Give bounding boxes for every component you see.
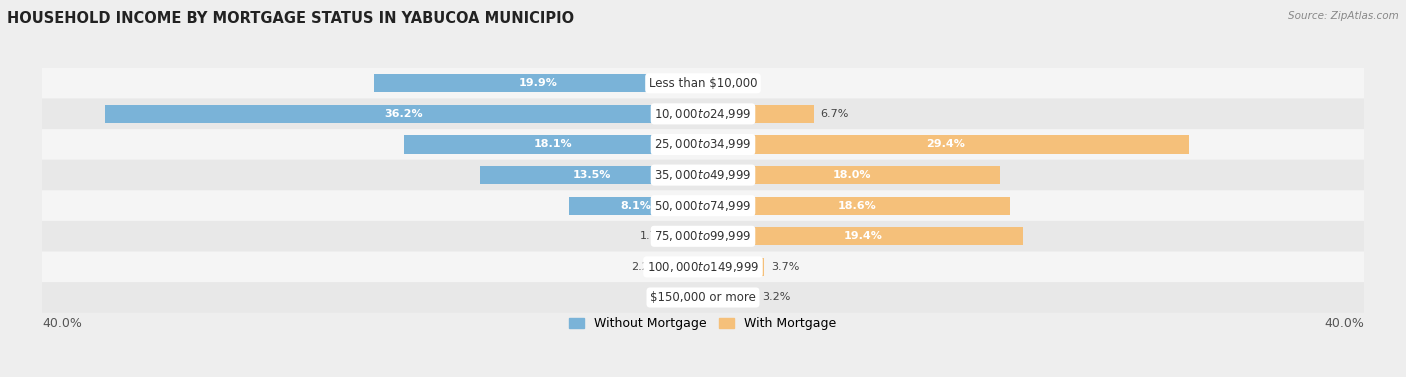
Text: 3.7%: 3.7%	[770, 262, 799, 272]
FancyBboxPatch shape	[25, 251, 1381, 282]
Bar	[666, 258, 703, 276]
Text: 1.7%: 1.7%	[640, 231, 668, 241]
FancyBboxPatch shape	[25, 98, 1381, 129]
FancyBboxPatch shape	[25, 282, 1381, 313]
Text: 40.0%: 40.0%	[42, 317, 82, 330]
FancyBboxPatch shape	[25, 221, 1381, 251]
Text: 18.1%: 18.1%	[534, 139, 572, 149]
Text: 0.26%: 0.26%	[657, 293, 692, 302]
FancyBboxPatch shape	[25, 129, 1381, 160]
Bar	[703, 105, 814, 123]
Bar	[105, 105, 703, 123]
Text: 19.9%: 19.9%	[519, 78, 558, 88]
Text: 8.1%: 8.1%	[620, 201, 651, 211]
Text: 40.0%: 40.0%	[1324, 317, 1364, 330]
Bar	[569, 196, 703, 215]
Bar	[703, 288, 756, 307]
Bar	[374, 74, 703, 92]
Text: 36.2%: 36.2%	[385, 109, 423, 119]
FancyBboxPatch shape	[25, 190, 1381, 221]
Text: $150,000 or more: $150,000 or more	[650, 291, 756, 304]
Bar	[703, 258, 763, 276]
Text: $50,000 to $74,999: $50,000 to $74,999	[654, 199, 752, 213]
Text: 0.0%: 0.0%	[710, 78, 738, 88]
Text: $75,000 to $99,999: $75,000 to $99,999	[654, 229, 752, 243]
Text: 18.0%: 18.0%	[832, 170, 870, 180]
Text: $25,000 to $34,999: $25,000 to $34,999	[654, 138, 752, 152]
Bar	[675, 227, 703, 245]
Text: 18.6%: 18.6%	[837, 201, 876, 211]
Text: 6.7%: 6.7%	[820, 109, 849, 119]
FancyBboxPatch shape	[25, 68, 1381, 98]
Bar	[479, 166, 703, 184]
Legend: Without Mortgage, With Mortgage: Without Mortgage, With Mortgage	[564, 312, 842, 335]
Text: 3.2%: 3.2%	[762, 293, 790, 302]
Text: Less than $10,000: Less than $10,000	[648, 77, 758, 90]
Text: HOUSEHOLD INCOME BY MORTGAGE STATUS IN YABUCOA MUNICIPIO: HOUSEHOLD INCOME BY MORTGAGE STATUS IN Y…	[7, 11, 574, 26]
Bar	[703, 135, 1188, 154]
Bar	[703, 166, 1001, 184]
FancyBboxPatch shape	[25, 160, 1381, 190]
Text: Source: ZipAtlas.com: Source: ZipAtlas.com	[1288, 11, 1399, 21]
Bar	[699, 288, 703, 307]
Text: 13.5%: 13.5%	[572, 170, 610, 180]
Text: $35,000 to $49,999: $35,000 to $49,999	[654, 168, 752, 182]
Text: 2.2%: 2.2%	[631, 262, 659, 272]
Bar	[404, 135, 703, 154]
Text: 19.4%: 19.4%	[844, 231, 883, 241]
Bar	[703, 227, 1024, 245]
Text: 29.4%: 29.4%	[927, 139, 966, 149]
Text: $100,000 to $149,999: $100,000 to $149,999	[647, 260, 759, 274]
Bar	[703, 196, 1011, 215]
Text: $10,000 to $24,999: $10,000 to $24,999	[654, 107, 752, 121]
